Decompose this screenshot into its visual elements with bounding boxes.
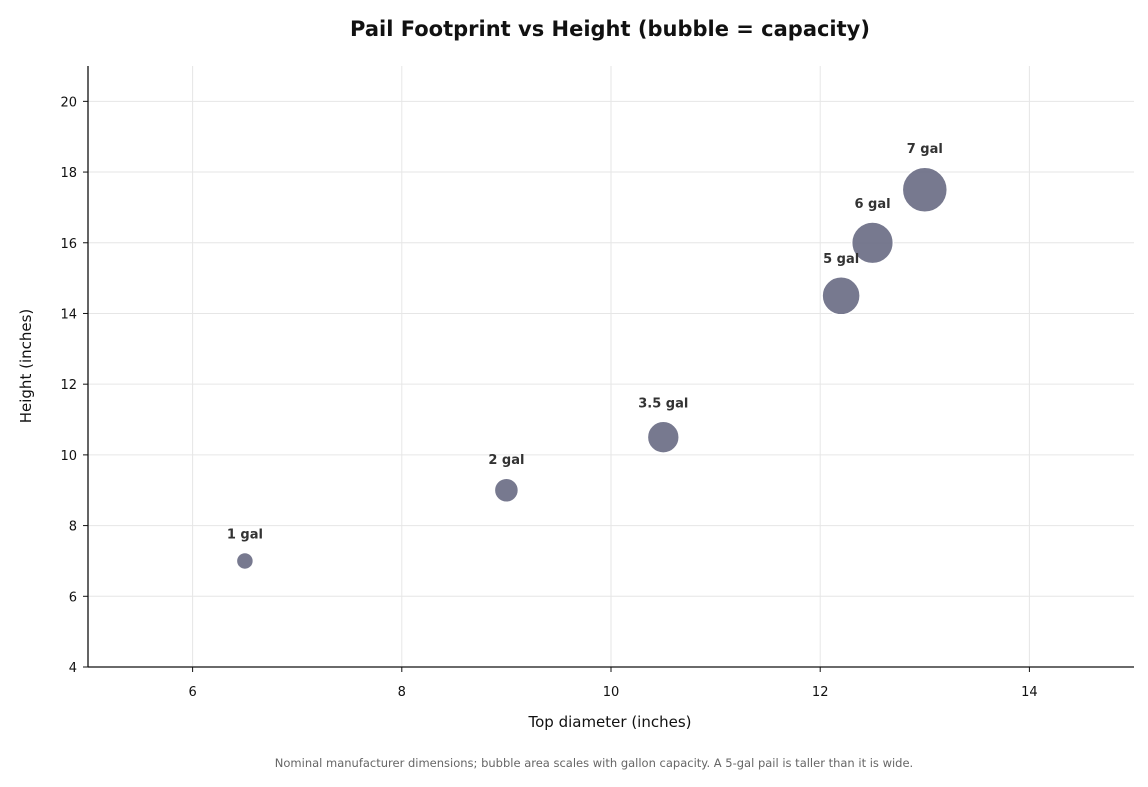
axes	[83, 66, 1134, 672]
y-tick-label: 8	[69, 520, 77, 535]
chart-title: Pail Footprint vs Height (bubble = capac…	[350, 17, 870, 41]
x-tick-label: 8	[398, 685, 406, 700]
x-tick-label: 14	[1021, 685, 1038, 700]
y-tick-label: 6	[69, 590, 77, 605]
x-tick-label: 6	[188, 685, 196, 700]
bubble	[821, 276, 861, 316]
grid	[88, 66, 1134, 668]
bubble-label: 3.5 gal	[638, 396, 688, 411]
y-tick-label: 12	[60, 378, 77, 393]
tick-labels: 6 8 10 12 14 4 6 8 10 12 14 16 18 20	[60, 95, 1037, 700]
bubble	[235, 551, 255, 571]
y-tick-label: 18	[60, 166, 77, 181]
bubble-label: 2 gal	[488, 453, 524, 468]
y-tick-label: 16	[60, 237, 77, 252]
y-tick-label: 14	[60, 307, 77, 322]
bubble	[850, 221, 895, 265]
x-tick-label: 12	[812, 685, 829, 700]
x-tick-label: 10	[603, 685, 620, 700]
bubble-label: 5 gal	[823, 252, 859, 267]
bubble	[646, 420, 680, 454]
y-tick-label: 10	[60, 449, 77, 464]
bubble	[493, 477, 520, 504]
bubble	[901, 166, 949, 213]
point-labels: 1 gal 2 gal 3.5 gal 5 gal 6 gal 7 gal	[227, 142, 943, 542]
bubble-label: 7 gal	[907, 142, 943, 157]
y-axis-label: Height (inches)	[17, 309, 35, 424]
y-tick-label: 4	[69, 661, 77, 676]
bubble-label: 1 gal	[227, 527, 263, 542]
bubbles	[235, 166, 949, 571]
x-axis-label: Top diameter (inches)	[527, 713, 691, 731]
bubble-label: 6 gal	[854, 197, 890, 212]
footnote: Nominal manufacturer dimensions; bubble …	[275, 756, 913, 770]
y-tick-label: 20	[60, 95, 77, 110]
